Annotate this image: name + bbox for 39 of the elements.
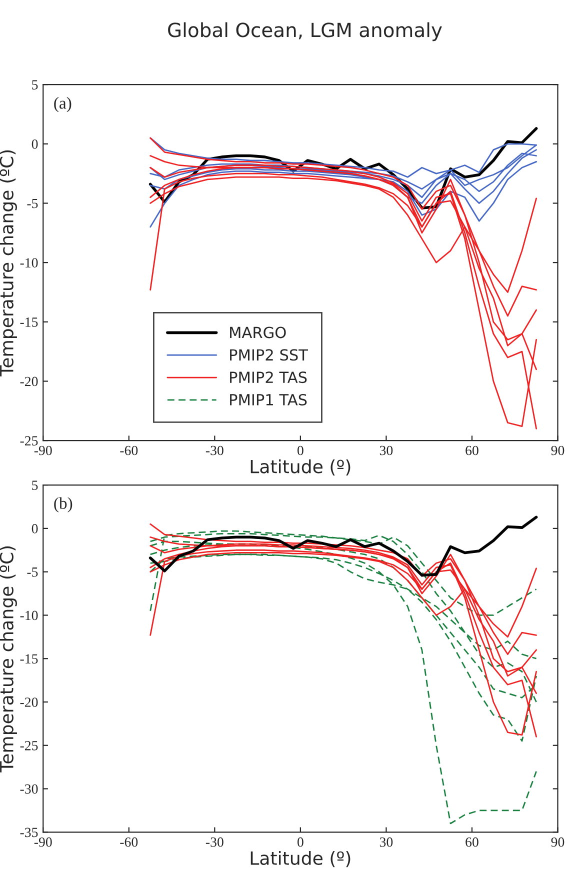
- x-tick-label: -60: [120, 837, 138, 847]
- x-tick-label: 0: [297, 446, 304, 456]
- y-tick-label: -15: [20, 318, 38, 327]
- y-tick-label: 5: [32, 480, 38, 490]
- x-tick-label: 90: [551, 446, 564, 456]
- x-tick-label: 60: [466, 837, 478, 847]
- y-tick-label: 5: [32, 80, 38, 90]
- x-tick-label: -30: [206, 837, 224, 847]
- x-tick-label: -90: [34, 446, 52, 456]
- x-tick-label: 90: [551, 837, 564, 847]
- y-tick-label: -5: [27, 568, 38, 577]
- legend-label: PMIP1 TAS: [230, 394, 307, 406]
- y-tick-label: -15: [20, 654, 38, 664]
- x-tick-label: 0: [297, 837, 304, 847]
- annotation: (b): [54, 497, 72, 512]
- y-tick-label: 0: [32, 139, 38, 149]
- legend-label: PMIP2 SST: [230, 349, 308, 361]
- y-tick-label: 0: [32, 524, 38, 534]
- x-tick-label: 30: [380, 837, 393, 847]
- x-tick-label: 60: [466, 446, 478, 456]
- legend-label: MARGO: [230, 326, 286, 338]
- y-tick-label: -20: [20, 698, 38, 707]
- chart-title: Global Ocean, LGM anomaly: [168, 22, 442, 42]
- y-tick-label: -30: [20, 784, 38, 794]
- y-tick-label: -20: [20, 376, 38, 386]
- y-tick-label: -25: [20, 740, 38, 750]
- y-tick-label: -5: [27, 198, 38, 208]
- x-axis-title: Latitude (º): [250, 459, 350, 476]
- x-tick-label: -60: [120, 446, 138, 456]
- x-axis-title: Latitude (º): [250, 850, 350, 868]
- y-tick-label: -10: [20, 258, 38, 268]
- annotation: (a): [54, 97, 72, 112]
- x-tick-label: 30: [380, 446, 393, 456]
- y-tick-label: -35: [20, 828, 38, 838]
- x-tick-label: -90: [34, 837, 52, 847]
- y-tick-label: -10: [20, 610, 38, 620]
- x-tick-label: -30: [206, 446, 224, 456]
- legend-label: PMIP2 TAS: [230, 372, 307, 384]
- y-tick-label: -25: [20, 436, 38, 446]
